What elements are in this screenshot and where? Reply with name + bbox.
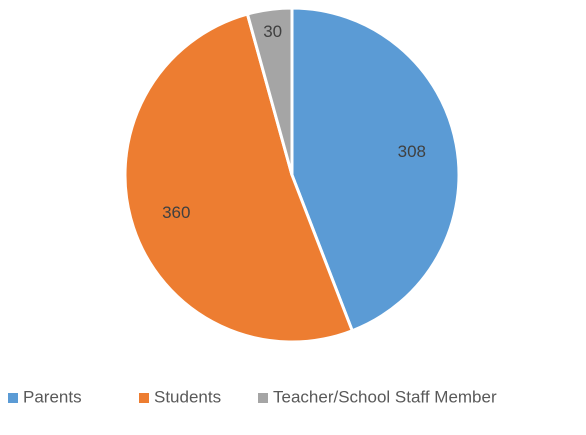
pie-slice xyxy=(290,6,461,333)
data-label: 30 xyxy=(263,22,282,41)
data-label: 360 xyxy=(162,203,190,222)
legend-label: Students xyxy=(154,387,221,406)
pie-slice xyxy=(123,12,354,344)
legend-swatch xyxy=(8,393,18,403)
data-label: 308 xyxy=(398,142,426,161)
legend-swatch xyxy=(139,393,149,403)
pie-slice xyxy=(245,6,294,177)
legend-swatch xyxy=(258,393,268,403)
legend-label: Parents xyxy=(23,387,82,406)
legend-label: Teacher/School Staff Member xyxy=(273,387,497,406)
